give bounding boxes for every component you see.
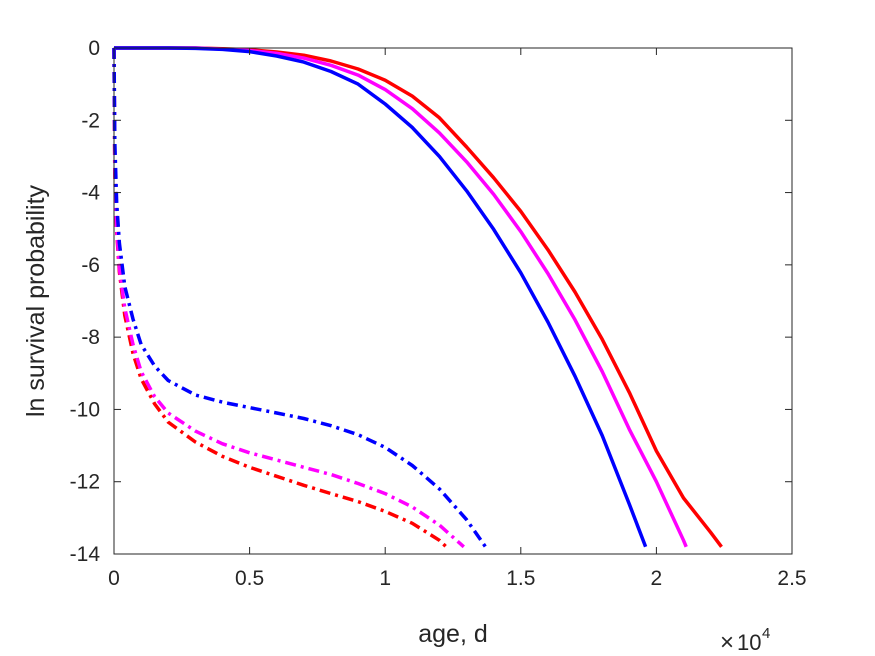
y-tick-label: 0	[88, 37, 100, 60]
series-line-4	[112, 47, 448, 549]
y-tick-label: -12	[70, 471, 100, 494]
y-axis-ticks: 0 -2 -4 -6 -8 -10 -12 -14	[70, 37, 792, 566]
x-tick-label: 0	[108, 567, 120, 590]
plot-box	[113, 47, 793, 555]
x-tick-label: 0.5	[235, 567, 264, 590]
series-line-6	[112, 47, 487, 548]
x-tick-label: 1	[379, 567, 391, 590]
x-exponent: × 10 4	[720, 625, 770, 656]
y-axis-label: ln survival probability	[22, 184, 50, 417]
y-tick-label: -10	[70, 398, 100, 421]
x-exponent-times: ×	[720, 629, 734, 656]
x-axis-ticks: 0 0.5 1 1.5 2 2.5	[108, 48, 807, 590]
series-layer	[112, 46, 723, 549]
x-tick-label: 2.5	[777, 567, 806, 590]
series-line-3	[114, 46, 648, 548]
x-exponent-power: 4	[762, 625, 770, 642]
y-tick-label: -14	[70, 543, 101, 566]
x-tick-label: 1.5	[506, 567, 535, 590]
x-tick-label: 2	[651, 567, 663, 590]
series-line-5	[112, 47, 465, 549]
y-tick-label: -4	[81, 182, 100, 205]
x-exponent-base: 10	[737, 630, 761, 655]
x-axis-label: age, d	[418, 620, 488, 648]
y-tick-label: -6	[81, 254, 100, 277]
y-tick-label: -8	[81, 326, 100, 349]
y-tick-label: -2	[81, 109, 100, 132]
